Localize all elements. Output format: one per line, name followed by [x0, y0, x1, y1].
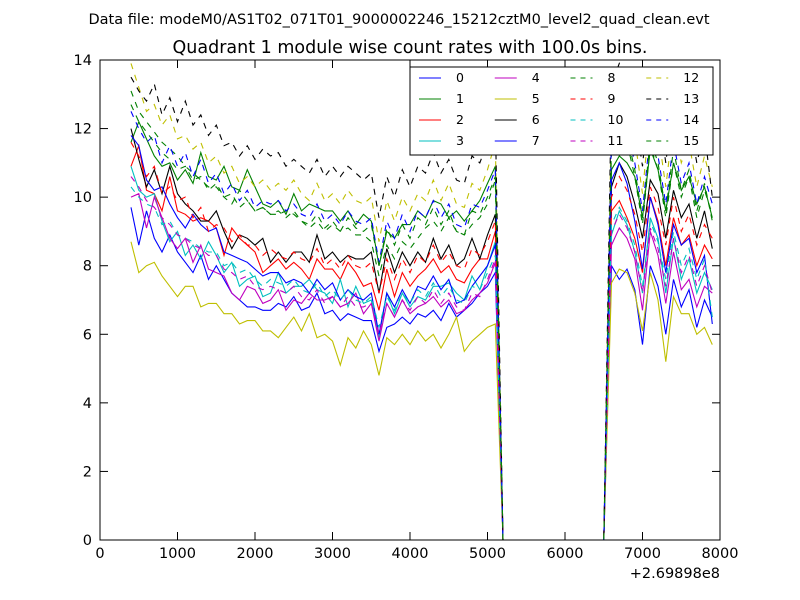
series-line-6: [130, 128, 713, 540]
y-tick-label: 4: [83, 396, 92, 412]
legend-item-10: 10: [570, 112, 624, 127]
series-line-12: [130, 63, 713, 540]
y-tick-label: 2: [83, 464, 92, 480]
legend-item-1: 1: [419, 91, 464, 106]
legend-label: 9: [608, 91, 616, 106]
legend-label: 1: [456, 91, 464, 106]
x-tick-label: 0: [95, 546, 104, 562]
legend-label: 15: [683, 133, 699, 148]
series-line-0: [130, 207, 713, 540]
legend-item-7: 7: [494, 133, 540, 148]
legend-label: 7: [532, 133, 540, 148]
series-line-4: [130, 192, 713, 540]
x-tick-label: 1000: [159, 546, 196, 562]
series-line-11: [130, 176, 713, 540]
legend-item-2: 2: [419, 112, 464, 127]
legend-item-11: 11: [570, 133, 624, 148]
legend-label: 10: [608, 112, 624, 127]
x-tick-label: 5000: [469, 546, 506, 562]
legend-item-8: 8: [570, 70, 616, 85]
y-tick-label: 0: [83, 533, 92, 549]
legend-item-15: 15: [646, 133, 699, 148]
series-line-7: [130, 135, 713, 540]
series-line-9: [130, 142, 713, 540]
legend-box: [409, 66, 714, 156]
x-tick-label: 3000: [314, 546, 351, 562]
legend-item-4: 4: [494, 70, 540, 85]
legend-label: 13: [683, 91, 699, 106]
series-line-5: [130, 241, 713, 540]
x-tick-label: 8000: [702, 546, 739, 562]
legend-item-12: 12: [646, 70, 699, 85]
chart-suptitle: Data file: modeM0/AS1T02_071T01_90000022…: [88, 12, 709, 28]
legend-item-14: 14: [646, 112, 699, 127]
axis-layer: 0 1000 2000 3000 4000 5000 6000 7000 80000246810…: [74, 53, 739, 562]
series-line-13: [130, 62, 713, 540]
y-tick-label: 6: [83, 327, 92, 343]
legend-label: 4: [532, 70, 540, 85]
legend-label: 2: [456, 112, 464, 127]
legend-item-13: 13: [646, 91, 699, 106]
legend-item-0: 0: [419, 70, 464, 85]
legend-item-6: 6: [494, 112, 540, 127]
x-tick-label: 4000: [392, 546, 429, 562]
legend-label: 14: [683, 112, 699, 127]
x-tick-label: 7000: [624, 546, 661, 562]
y-tick-label: 12: [74, 122, 92, 138]
legend-item-9: 9: [570, 91, 616, 106]
x-tick-label: 2000: [237, 546, 274, 562]
x-offset-label: +2.69898e8: [630, 566, 720, 582]
legend-label: 6: [532, 112, 540, 127]
series-line-2: [130, 143, 713, 540]
legend-label: 8: [608, 70, 616, 85]
y-tick-label: 10: [74, 190, 92, 206]
legend-label: 11: [608, 133, 624, 148]
legend-label: 3: [456, 133, 464, 148]
x-tick-label: 6000: [547, 546, 584, 562]
chart-title: Quadrant 1 module wise count rates with …: [173, 38, 648, 58]
legend-label: 12: [683, 70, 699, 85]
legend-item-5: 5: [494, 91, 540, 106]
y-tick-label: 8: [83, 259, 92, 275]
legend-label: 0: [456, 70, 464, 85]
legend-label: 5: [532, 91, 540, 106]
series-line-10: [130, 186, 713, 540]
legend-item-3: 3: [419, 133, 464, 148]
y-tick-label: 14: [74, 53, 92, 69]
